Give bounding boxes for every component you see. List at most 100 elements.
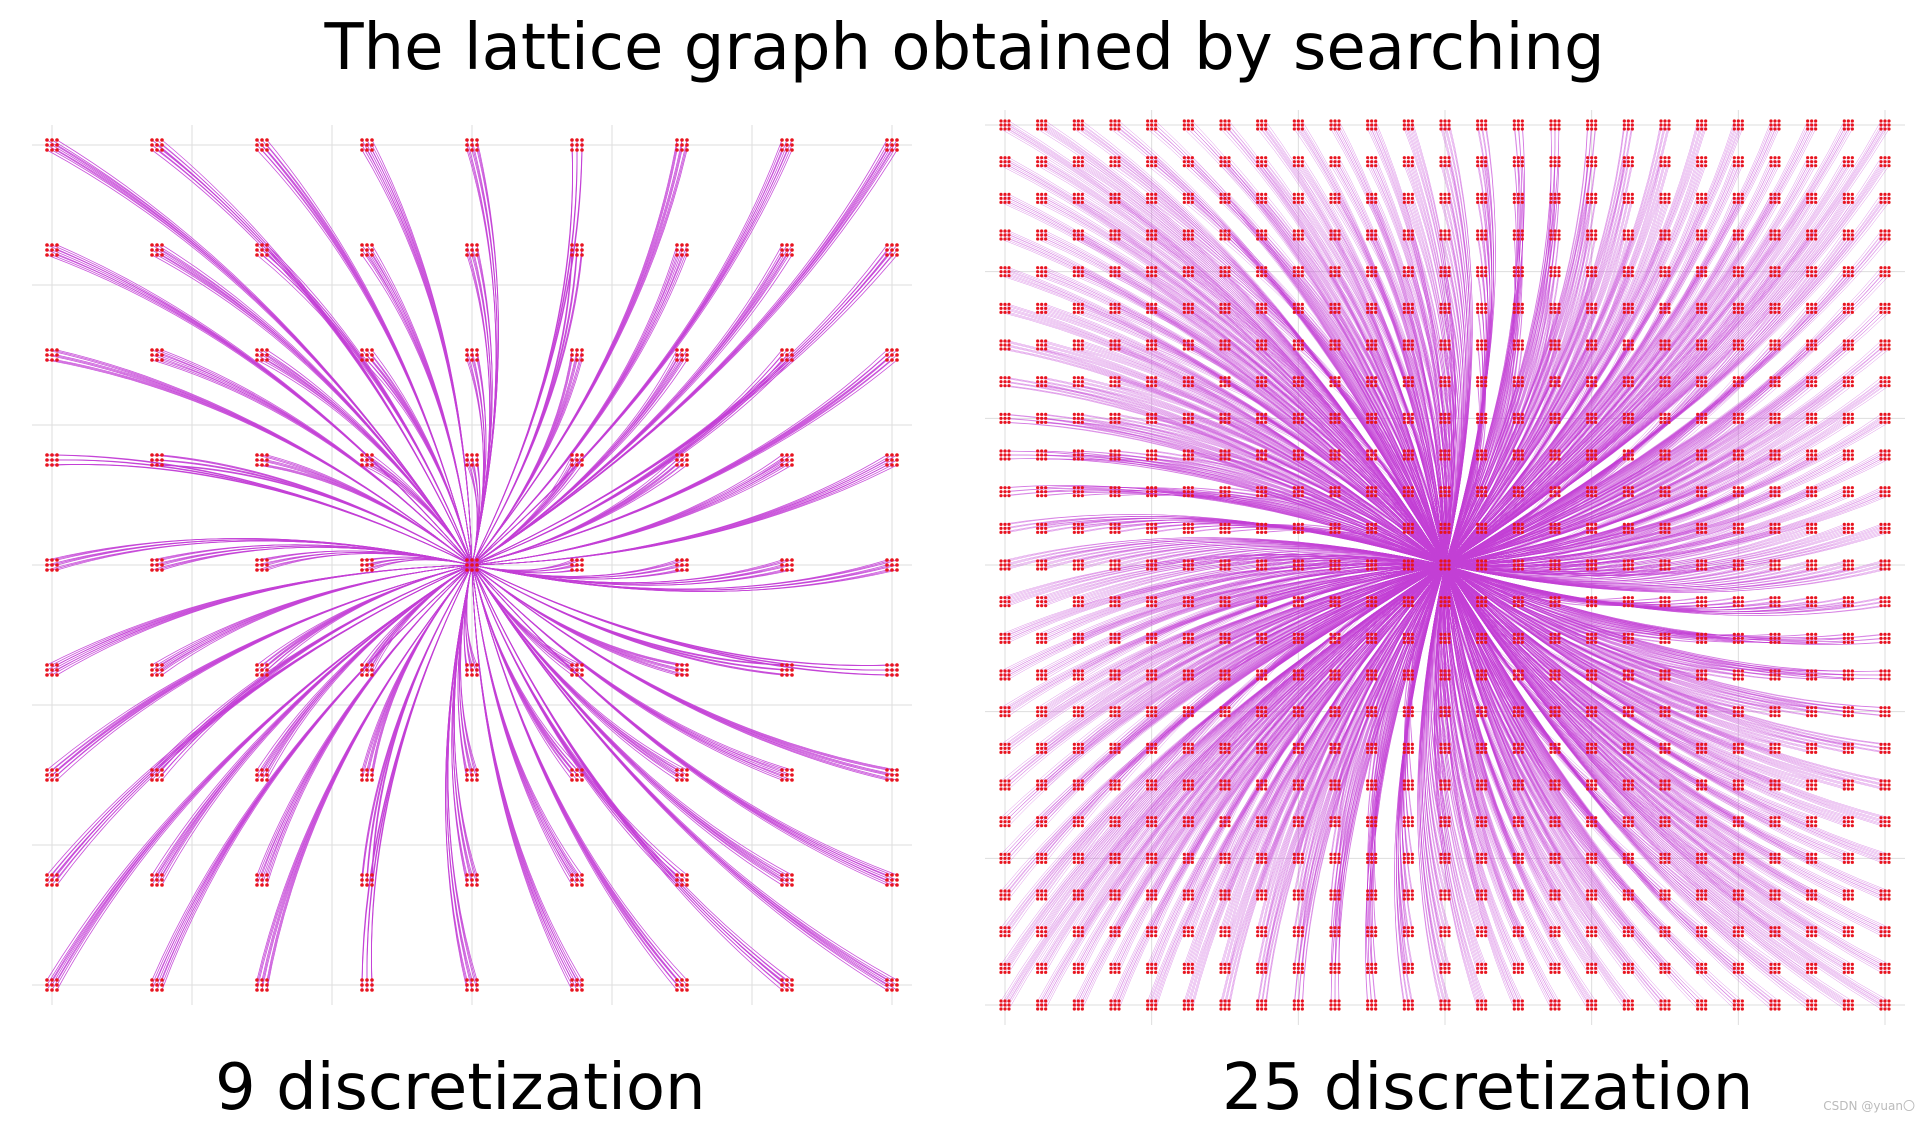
lattice-node xyxy=(580,773,584,777)
lattice-node xyxy=(685,243,689,247)
lattice-node xyxy=(260,558,264,562)
lattice-node xyxy=(470,353,474,357)
lattice-node xyxy=(365,568,369,572)
lattice-node xyxy=(885,253,889,257)
lattice-node xyxy=(465,353,469,357)
lattice-node xyxy=(575,353,579,357)
lattice-edge xyxy=(472,565,892,990)
lattice-node xyxy=(365,663,369,667)
lattice-node xyxy=(150,463,154,467)
lattice-edge xyxy=(472,245,572,565)
lattice-node xyxy=(580,463,584,467)
lattice-node xyxy=(150,983,154,987)
lattice-node xyxy=(580,563,584,567)
lattice-node xyxy=(370,143,374,147)
lattice-node xyxy=(155,568,159,572)
lattice-edge xyxy=(472,565,897,985)
lattice-node xyxy=(260,978,264,982)
lattice-node xyxy=(575,873,579,877)
lattice-node xyxy=(575,978,579,982)
lattice-node xyxy=(465,358,469,362)
lattice-node xyxy=(780,143,784,147)
lattice-node xyxy=(370,768,374,772)
lattice-node xyxy=(160,873,164,877)
lattice-node xyxy=(470,243,474,247)
lattice-node xyxy=(150,988,154,992)
lattice-node xyxy=(155,253,159,257)
lattice-node xyxy=(580,878,584,882)
lattice-node xyxy=(780,453,784,457)
lattice-node xyxy=(470,253,474,257)
lattice-node xyxy=(895,978,899,982)
lattice-node xyxy=(570,978,574,982)
lattice-node xyxy=(580,558,584,562)
lattice-node xyxy=(150,568,154,572)
lattice-node xyxy=(55,138,59,142)
lattice-node xyxy=(150,883,154,887)
lattice-node xyxy=(55,563,59,567)
lattice-node xyxy=(675,668,679,672)
lattice-node xyxy=(365,988,369,992)
lattice-node xyxy=(885,463,889,467)
lattice-node xyxy=(465,453,469,457)
lattice-node xyxy=(895,463,899,467)
lattice-node xyxy=(890,778,894,782)
lattice-node xyxy=(150,243,154,247)
lattice-edge xyxy=(57,538,472,565)
lattice-node xyxy=(785,983,789,987)
lattice-node xyxy=(55,453,59,457)
lattice-node xyxy=(675,143,679,147)
lattice-node xyxy=(885,558,889,562)
lattice-node xyxy=(50,878,54,882)
lattice-node xyxy=(890,568,894,572)
lattice-node xyxy=(885,248,889,252)
lattice-node xyxy=(680,773,684,777)
lattice-node xyxy=(680,873,684,877)
lattice-node xyxy=(890,673,894,677)
lattice-node xyxy=(785,778,789,782)
lattice-edge xyxy=(472,565,897,990)
lattice-edge xyxy=(52,140,472,565)
lattice-edge xyxy=(472,455,782,565)
lattice-edge xyxy=(472,140,897,565)
lattice-node xyxy=(470,878,474,882)
lattice-node xyxy=(55,983,59,987)
lattice-edge xyxy=(52,565,472,780)
lattice-node xyxy=(785,253,789,257)
lattice-node xyxy=(255,248,259,252)
lattice-node xyxy=(895,453,899,457)
lattice-node xyxy=(260,248,264,252)
lattice-edge xyxy=(472,565,887,990)
lattice-node xyxy=(155,353,159,357)
lattice-edge xyxy=(262,565,472,990)
lattice-node xyxy=(470,138,474,142)
lattice-edge xyxy=(472,150,887,565)
lattice-node xyxy=(895,353,899,357)
lattice-node xyxy=(580,138,584,142)
lattice-edge xyxy=(472,565,887,980)
lattice-node xyxy=(370,988,374,992)
lattice-node xyxy=(785,568,789,572)
lattice-node xyxy=(255,878,259,882)
lattice-node xyxy=(365,873,369,877)
lattice-node xyxy=(790,463,794,467)
lattice-node xyxy=(675,453,679,457)
lattice-node xyxy=(360,463,364,467)
lattice-node xyxy=(570,983,574,987)
lattice-node xyxy=(260,873,264,877)
lattice-node xyxy=(890,138,894,142)
lattice-node xyxy=(370,138,374,142)
lattice-node xyxy=(265,148,269,152)
lattice-edge xyxy=(262,565,472,980)
lattice-node xyxy=(680,568,684,572)
lattice-node xyxy=(160,668,164,672)
lattice-node xyxy=(580,568,584,572)
lattice-node xyxy=(255,253,259,257)
lattice-node xyxy=(360,778,364,782)
lattice-node xyxy=(260,673,264,677)
lattice-node xyxy=(55,778,59,782)
lattice-node xyxy=(790,138,794,142)
lattice-node xyxy=(265,878,269,882)
lattice-edge xyxy=(472,565,887,675)
lattice-node xyxy=(685,883,689,887)
